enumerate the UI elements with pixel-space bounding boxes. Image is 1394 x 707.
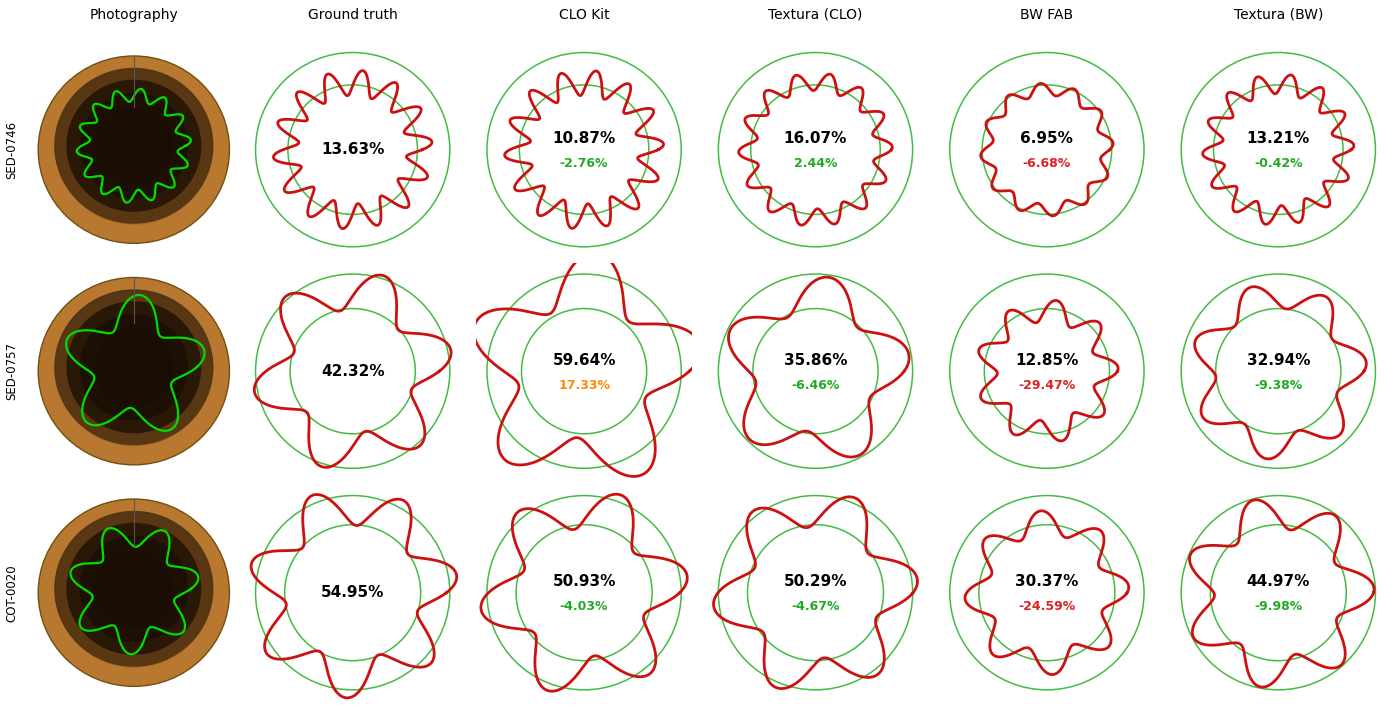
Text: -0.42%: -0.42% — [1255, 157, 1302, 170]
Ellipse shape — [38, 56, 230, 243]
Ellipse shape — [54, 68, 213, 223]
Text: 13.63%: 13.63% — [321, 142, 385, 157]
Text: 10.87%: 10.87% — [552, 132, 616, 146]
Ellipse shape — [95, 107, 173, 185]
Ellipse shape — [79, 93, 188, 199]
Text: SED-0746: SED-0746 — [6, 121, 18, 179]
Ellipse shape — [95, 550, 173, 627]
Ellipse shape — [54, 511, 213, 667]
Text: -4.03%: -4.03% — [560, 600, 608, 613]
Text: 6.95%: 6.95% — [1020, 132, 1073, 146]
Ellipse shape — [67, 80, 201, 212]
Text: 2.44%: 2.44% — [793, 157, 838, 170]
Ellipse shape — [67, 522, 201, 655]
Text: 54.95%: 54.95% — [321, 585, 385, 600]
Ellipse shape — [56, 514, 212, 668]
Text: 44.97%: 44.97% — [1246, 574, 1310, 590]
Ellipse shape — [67, 301, 201, 433]
Ellipse shape — [56, 292, 212, 446]
Text: -6.68%: -6.68% — [1023, 157, 1071, 170]
Text: 30.37%: 30.37% — [1015, 574, 1079, 590]
Text: 32.94%: 32.94% — [1246, 353, 1310, 368]
Text: Textura (CLO): Textura (CLO) — [768, 8, 863, 22]
Ellipse shape — [95, 329, 173, 406]
Ellipse shape — [79, 536, 188, 642]
Text: 35.86%: 35.86% — [783, 353, 848, 368]
Text: 12.85%: 12.85% — [1015, 353, 1079, 368]
Text: 50.93%: 50.93% — [552, 574, 616, 590]
Text: BW FAB: BW FAB — [1020, 8, 1073, 22]
Ellipse shape — [38, 499, 230, 686]
Ellipse shape — [54, 289, 213, 445]
Text: Ground truth: Ground truth — [308, 8, 397, 22]
Text: -9.38%: -9.38% — [1255, 379, 1302, 392]
Ellipse shape — [56, 71, 212, 225]
Text: COT-0020: COT-0020 — [6, 564, 18, 621]
Text: CLO Kit: CLO Kit — [559, 8, 609, 22]
Text: Photography: Photography — [89, 8, 178, 22]
Ellipse shape — [79, 314, 188, 421]
Text: 16.07%: 16.07% — [783, 132, 848, 146]
Ellipse shape — [38, 278, 230, 464]
Text: SED-0757: SED-0757 — [6, 342, 18, 400]
Text: 17.33%: 17.33% — [558, 379, 611, 392]
Text: 42.32%: 42.32% — [321, 363, 385, 379]
Text: Textura (BW): Textura (BW) — [1234, 8, 1323, 22]
Text: -2.76%: -2.76% — [560, 157, 608, 170]
Text: -24.59%: -24.59% — [1018, 600, 1076, 613]
Text: 59.64%: 59.64% — [552, 353, 616, 368]
Text: -4.67%: -4.67% — [792, 600, 839, 613]
Text: 13.21%: 13.21% — [1246, 132, 1310, 146]
Text: -9.98%: -9.98% — [1255, 600, 1302, 613]
Text: 50.29%: 50.29% — [783, 574, 848, 590]
Text: -6.46%: -6.46% — [792, 379, 839, 392]
Text: -29.47%: -29.47% — [1018, 379, 1076, 392]
